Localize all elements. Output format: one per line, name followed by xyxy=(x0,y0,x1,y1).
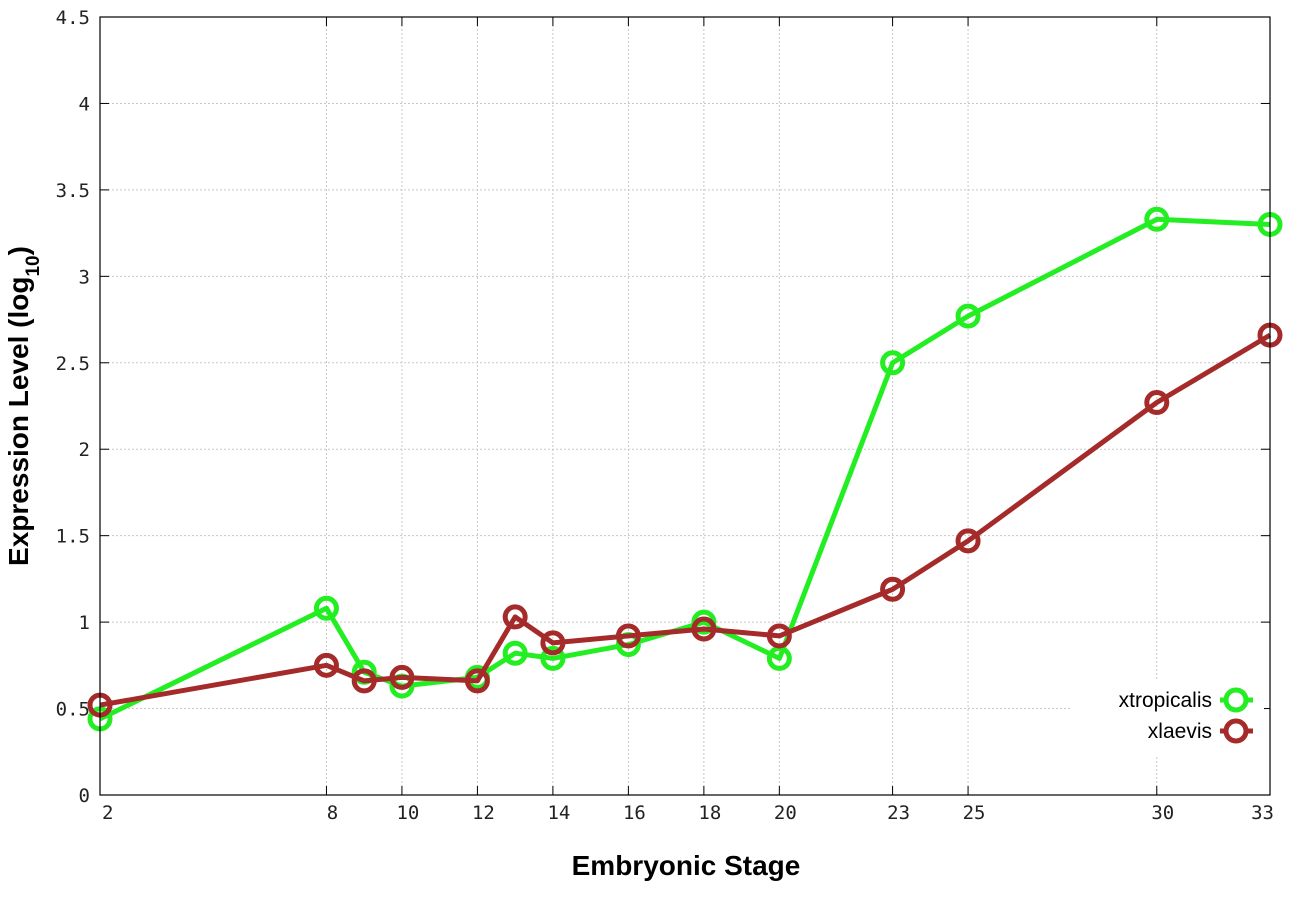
data-point-xlaevis xyxy=(766,623,792,649)
x-tick-label: 30 xyxy=(1151,802,1174,824)
data-point-xlaevis xyxy=(1144,390,1170,416)
x-tick-label: 12 xyxy=(472,802,495,824)
y-tick-label: 0 xyxy=(79,785,90,807)
data-point-xlaevis xyxy=(389,664,415,690)
y-tick-label: 2.5 xyxy=(56,353,90,375)
x-tick-label: 10 xyxy=(396,802,419,824)
x-tick-label: 8 xyxy=(327,802,338,824)
data-point-xtropicalis xyxy=(502,640,528,666)
x-tick-label: 2 xyxy=(102,802,113,824)
y-tick-label: 4 xyxy=(79,93,90,115)
x-tick-label: 25 xyxy=(963,802,986,824)
data-point-xlaevis xyxy=(464,668,490,694)
data-point-xlaevis xyxy=(540,630,566,656)
y-axis-title-main: Expression Level (log xyxy=(3,277,34,566)
data-point-xtropicalis xyxy=(313,595,339,621)
y-tick-label: 3.5 xyxy=(56,180,90,202)
y-tick-label: 4.5 xyxy=(56,7,90,29)
x-axis-title: Embryonic Stage xyxy=(572,850,801,881)
data-point-xlaevis xyxy=(351,668,377,694)
legend-label-xlaevis: xlaevis xyxy=(1148,720,1212,743)
data-point-xtropicalis xyxy=(1144,206,1170,232)
data-point-xlaevis xyxy=(691,616,717,642)
x-tick-label: 23 xyxy=(887,802,910,824)
y-axis-title-subscript: 10 xyxy=(23,255,44,276)
data-point-xtropicalis xyxy=(540,645,566,671)
x-tick-label: 20 xyxy=(774,802,797,824)
y-axis-ticks: 0 0.5 1 1.5 2 2.5 3 3.5 4 4.5 xyxy=(56,7,1270,807)
legend-marker-xtropicalis xyxy=(1223,687,1249,713)
y-tick-label: 1 xyxy=(79,612,90,634)
y-tick-label: 0.5 xyxy=(56,699,90,721)
data-point-xlaevis xyxy=(615,623,641,649)
data-point-xlaevis xyxy=(955,528,981,554)
x-tick-label: 33 xyxy=(1251,802,1274,824)
data-point-xlaevis xyxy=(313,652,339,678)
y-tick-label: 2 xyxy=(79,439,90,461)
y-axis-title-close: ) xyxy=(3,246,34,255)
plot-frame xyxy=(99,16,1271,796)
x-axis-ticks: 2 8 10 12 14 16 18 20 23 25 30 33 xyxy=(99,17,1274,824)
y-axis-title: Expression Level (log10) xyxy=(3,246,44,566)
x-tick-label: 14 xyxy=(547,802,570,824)
x-tick-label: 18 xyxy=(698,802,721,824)
legend-label-xtropicalis: xtropicalis xyxy=(1119,689,1212,712)
data-point-xtropicalis xyxy=(955,303,981,329)
y-tick-label: 1.5 xyxy=(56,526,90,548)
series-line-xlaevis xyxy=(99,332,1272,708)
data-point-xlaevis xyxy=(502,604,528,630)
legend: xtropicalis xlaevis xyxy=(1072,680,1264,756)
y-tick-label: 3 xyxy=(79,266,90,288)
data-point-xlaevis xyxy=(880,576,906,602)
data-point-xtropicalis xyxy=(880,350,906,376)
x-tick-label: 16 xyxy=(623,802,646,824)
legend-marker-xlaevis xyxy=(1223,718,1249,744)
